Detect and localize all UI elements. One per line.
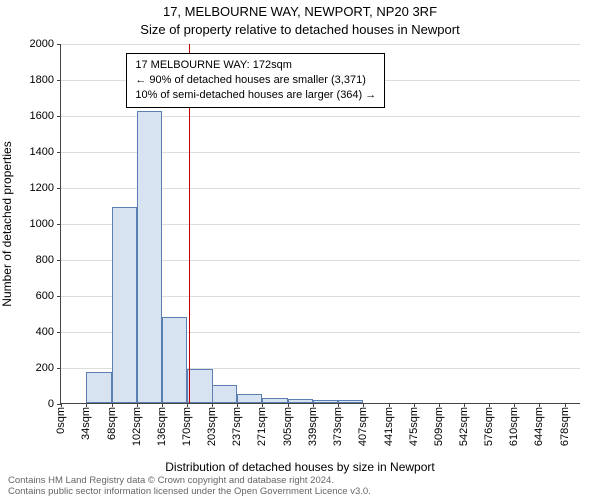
x-tick-label: 339sqm: [307, 403, 319, 446]
x-tick-label: 102sqm: [131, 403, 143, 446]
x-tick-label: 34sqm: [80, 403, 92, 440]
y-tick-label: 1600: [6, 110, 54, 122]
y-tick-label: 2000: [6, 38, 54, 50]
annotation-line: ← 90% of detached houses are smaller (3,…: [135, 73, 376, 88]
x-tick-label: 136sqm: [156, 403, 168, 446]
histogram-bar: [86, 372, 111, 403]
footer-line-2: Contains public sector information licen…: [8, 487, 371, 498]
y-tick: [57, 44, 61, 45]
y-tick-label: 400: [6, 326, 54, 338]
y-tick: [57, 80, 61, 81]
y-tick: [57, 224, 61, 225]
gridline: [61, 44, 580, 45]
annotation-line: 17 MELBOURNE WAY: 172sqm: [135, 58, 376, 73]
y-tick-label: 1800: [6, 74, 54, 86]
histogram-bar: [112, 207, 137, 403]
x-tick-label: 237sqm: [231, 403, 243, 446]
histogram-bar: [237, 394, 262, 403]
y-tick-label: 1000: [6, 218, 54, 230]
x-axis-label: Distribution of detached houses by size …: [0, 460, 600, 474]
page-title: 17, MELBOURNE WAY, NEWPORT, NP20 3RF: [0, 4, 600, 19]
y-tick: [57, 260, 61, 261]
plot-area: 0sqm34sqm68sqm102sqm136sqm170sqm203sqm23…: [60, 44, 580, 404]
x-tick-label: 644sqm: [533, 403, 545, 446]
histogram-bar: [212, 385, 237, 403]
x-tick-label: 68sqm: [106, 403, 118, 440]
y-tick: [57, 368, 61, 369]
y-tick-label: 800: [6, 254, 54, 266]
chart-subtitle: Size of property relative to detached ho…: [0, 22, 600, 37]
x-tick-label: 271sqm: [256, 403, 268, 446]
x-tick-label: 373sqm: [332, 403, 344, 446]
chart-container: 17, MELBOURNE WAY, NEWPORT, NP20 3RF Siz…: [0, 0, 600, 500]
y-tick: [57, 188, 61, 189]
x-tick-label: 170sqm: [181, 403, 193, 446]
y-tick-label: 1200: [6, 182, 54, 194]
x-tick-label: 678sqm: [559, 403, 571, 446]
y-tick-label: 200: [6, 362, 54, 374]
y-tick: [57, 116, 61, 117]
y-tick-label: 600: [6, 290, 54, 302]
x-tick-label: 203sqm: [206, 403, 218, 446]
x-tick-label: 475sqm: [408, 403, 420, 446]
x-tick-label: 610sqm: [508, 403, 520, 446]
histogram-bar: [187, 369, 212, 403]
x-tick-label: 576sqm: [483, 403, 495, 446]
x-tick-label: 407sqm: [357, 403, 369, 446]
y-tick: [57, 296, 61, 297]
y-tick: [57, 332, 61, 333]
annotation-line: 10% of semi-detached houses are larger (…: [135, 88, 376, 103]
x-tick-label: 542sqm: [458, 403, 470, 446]
x-tick-label: 441sqm: [383, 403, 395, 446]
y-tick: [57, 152, 61, 153]
histogram-bar: [137, 111, 162, 403]
x-tick-label: 305sqm: [282, 403, 294, 446]
y-tick-label: 1400: [6, 146, 54, 158]
annotation-box: 17 MELBOURNE WAY: 172sqm← 90% of detache…: [126, 53, 385, 108]
y-tick-label: 0: [6, 398, 54, 410]
attribution-footer: Contains HM Land Registry data © Crown c…: [8, 476, 371, 498]
x-tick-label: 0sqm: [55, 403, 67, 434]
x-tick-label: 509sqm: [433, 403, 445, 446]
histogram-bar: [162, 317, 187, 403]
